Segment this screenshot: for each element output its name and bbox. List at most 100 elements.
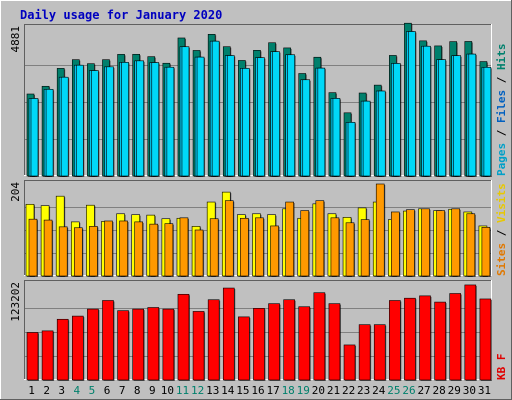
bar-kb-f <box>207 299 221 381</box>
bar <box>238 316 250 381</box>
bar-sites <box>315 200 325 277</box>
bar <box>434 301 446 381</box>
bar <box>226 55 235 177</box>
bar <box>298 306 311 381</box>
x-tick-label: 6 <box>104 384 111 397</box>
bar <box>45 89 54 177</box>
bar <box>162 308 175 381</box>
bar-sites <box>43 219 54 277</box>
bar-pages <box>393 63 402 177</box>
chart-title: Daily usage for January 2020 <box>20 8 222 22</box>
x-tick-label: 21 <box>327 384 340 397</box>
bar-sites <box>134 221 144 277</box>
bar <box>224 200 234 277</box>
bar-pages <box>151 62 160 177</box>
bar-pages <box>423 45 432 178</box>
x-tick-label: 24 <box>372 384 386 397</box>
x-tick-label: 9 <box>149 384 156 397</box>
bar <box>43 219 53 277</box>
x-tick-label: 10 <box>161 384 174 397</box>
bar-pages <box>362 100 372 177</box>
bar <box>481 226 491 277</box>
bar-pages <box>226 55 236 177</box>
bar <box>419 295 431 381</box>
bar <box>41 330 54 381</box>
bar-sites <box>466 213 476 277</box>
bar <box>211 40 220 177</box>
x-tick-label: 5 <box>89 384 96 397</box>
bar <box>283 299 295 381</box>
bar <box>151 62 160 177</box>
bar <box>391 211 400 277</box>
bar <box>104 220 113 277</box>
bar-pages <box>45 89 55 177</box>
bar <box>207 299 220 381</box>
bar <box>56 318 69 381</box>
bar <box>71 315 84 381</box>
bar <box>436 210 445 277</box>
bar-pages <box>196 56 206 177</box>
bar-kb-f <box>71 315 85 381</box>
bar <box>147 307 160 381</box>
bar-kb-f <box>41 330 55 381</box>
x-tick-label: 27 <box>417 384 430 397</box>
bar-pages <box>166 66 175 177</box>
bar <box>358 324 371 381</box>
bar <box>328 303 341 381</box>
bar-pages <box>468 53 477 177</box>
bar <box>451 208 461 277</box>
x-tick-label: 30 <box>463 384 476 397</box>
bar <box>268 303 280 381</box>
bar-pages <box>317 67 326 177</box>
bar <box>375 183 385 277</box>
bar <box>119 220 128 277</box>
bar-sites <box>451 208 461 277</box>
bar-pages <box>302 79 311 177</box>
bar <box>483 67 492 177</box>
x-tick-label: 4 <box>74 384 81 397</box>
bar-sites <box>285 201 295 277</box>
bar <box>343 344 356 381</box>
bar-kb-f <box>253 308 266 381</box>
bar <box>393 63 401 177</box>
bar <box>75 64 84 177</box>
bar <box>73 227 83 277</box>
bar <box>438 59 446 177</box>
bar-pages <box>136 60 145 178</box>
bar-sites <box>300 210 310 277</box>
bar-kb-f <box>268 303 281 381</box>
x-tick-label: 8 <box>134 384 141 397</box>
bar <box>181 46 190 177</box>
bar <box>196 56 205 177</box>
bar <box>91 70 99 177</box>
x-tick-label: 20 <box>312 384 325 397</box>
legend-entry: / <box>495 223 508 243</box>
bar <box>164 223 174 277</box>
bar-sites <box>179 217 189 277</box>
bar-sites <box>360 219 371 277</box>
bar-pages <box>60 76 70 177</box>
legend-entry: / <box>495 70 508 90</box>
bar <box>377 90 386 177</box>
bar-sites <box>194 229 205 277</box>
x-tick-label: 29 <box>448 384 461 397</box>
bar <box>255 217 264 277</box>
bar <box>26 332 39 381</box>
panel-2: 204 Sites / Visits <box>9 180 508 277</box>
bar-kb-f <box>132 308 145 381</box>
bar-kb-f <box>192 311 206 381</box>
x-tick-label: 2 <box>43 384 50 397</box>
x-tick-label: 26 <box>402 384 415 397</box>
bar-sites <box>436 210 446 277</box>
x-tick-label: 23 <box>357 384 370 397</box>
bar <box>330 217 340 277</box>
bar <box>87 308 99 381</box>
bar <box>313 292 326 381</box>
bar-pages <box>181 46 190 177</box>
legend: Sites / Visits <box>495 183 508 276</box>
bar <box>136 60 144 177</box>
bar <box>453 55 462 177</box>
bar-pages <box>408 31 417 178</box>
x-tick-label: 16 <box>251 384 264 397</box>
